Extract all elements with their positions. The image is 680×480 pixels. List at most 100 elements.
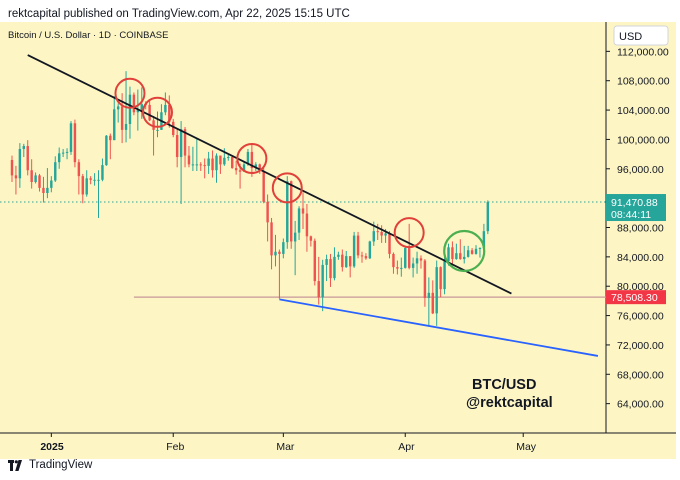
candle-body	[286, 181, 289, 243]
candle-body	[65, 151, 69, 153]
countdown-label: 08:44:11	[611, 209, 651, 221]
last-price-label: 91,470.88	[611, 197, 658, 209]
candle-body	[435, 267, 438, 314]
candle-body	[30, 170, 33, 182]
candle-body	[333, 256, 336, 279]
candle-body	[219, 155, 222, 165]
candle-body	[321, 264, 324, 298]
candle-body	[407, 248, 411, 268]
candle-body	[77, 162, 81, 177]
tradingview-logo[interactable]: TradingView	[8, 459, 92, 471]
candle-body	[14, 175, 18, 179]
time-axis[interactable]	[0, 433, 676, 459]
candle-body	[341, 254, 344, 268]
candle-body	[278, 251, 281, 254]
candle-body	[317, 281, 320, 298]
candle-body	[85, 178, 88, 195]
candle-body	[187, 155, 191, 165]
resistance-trendline	[27, 54, 512, 295]
candle-body	[215, 155, 218, 171]
resistance-touch-circle	[142, 96, 173, 128]
candle-body	[478, 248, 482, 250]
candle-body	[69, 123, 73, 152]
candle-body	[470, 250, 474, 254]
candle-body	[57, 153, 61, 163]
price-chart[interactable]: 64,000.0068,000.0072,000.0076,000.0080,0…	[0, 22, 680, 459]
candle-body	[415, 258, 419, 264]
candle-body	[207, 158, 210, 166]
publish-header: rektcapital published on TradingView.com…	[8, 8, 350, 20]
candle-body	[482, 231, 486, 249]
candle-body	[132, 94, 136, 113]
candle-body	[93, 179, 96, 181]
candle-body	[258, 164, 261, 171]
price-axis[interactable]	[606, 22, 676, 433]
candle-body	[22, 146, 26, 149]
candle-body	[34, 175, 37, 182]
candle-body	[97, 179, 100, 181]
time-tick-label: Mar	[276, 441, 295, 453]
last-price-box	[606, 194, 666, 222]
price-labels: 91,470.88 08:44:11 78,508.30	[606, 194, 666, 305]
candle-body	[179, 129, 183, 158]
candle-body	[124, 124, 128, 130]
candle-body	[172, 121, 175, 136]
grid-lines	[0, 22, 676, 437]
candle-body	[352, 235, 356, 267]
resistance-touch-circle	[393, 217, 425, 249]
candle-body	[191, 164, 195, 166]
time-tick-label: Feb	[166, 441, 184, 453]
candle-body	[364, 256, 368, 259]
candle-body	[419, 258, 423, 261]
candle-body	[297, 208, 301, 233]
candle-body	[466, 250, 470, 257]
candle-body	[128, 94, 132, 125]
tradingview-logo-icon	[8, 459, 22, 471]
candle-body	[313, 240, 317, 282]
candle-body	[246, 151, 250, 165]
candle-body	[270, 222, 273, 256]
resistance-touch-circle	[114, 77, 146, 109]
drawings	[27, 54, 599, 357]
candle-body	[459, 253, 462, 260]
level-price-label: 78,508.30	[611, 292, 658, 304]
candle-body	[309, 236, 313, 241]
candle-body	[305, 213, 309, 237]
time-tick-label: May	[516, 441, 537, 453]
candle-body	[10, 159, 14, 176]
candle-body	[89, 178, 92, 180]
candle-body	[376, 231, 379, 233]
candle-body	[120, 106, 124, 130]
price-tick-label: 104,000.00	[617, 105, 670, 117]
candle-body	[46, 187, 49, 194]
currency-button[interactable]	[613, 25, 669, 46]
candle-body	[230, 157, 234, 169]
candle-body	[203, 165, 206, 167]
candle-body	[234, 168, 238, 171]
time-tick-label: 2025	[40, 441, 64, 453]
candle-body	[443, 261, 446, 290]
candle-body	[152, 120, 155, 130]
breakout-circle	[443, 229, 486, 273]
candle-body	[463, 256, 466, 260]
candle-body	[474, 248, 478, 254]
candle-body	[18, 148, 22, 179]
candle-body	[50, 180, 53, 188]
candle-body	[183, 129, 187, 156]
candle-body	[113, 109, 116, 141]
candle-body	[329, 259, 332, 279]
symbol-title: Bitcoin / U.S. Dollar · 1D · COINBASE	[8, 30, 168, 41]
candle-body	[136, 110, 140, 113]
annotation-handle: @rektcapital	[466, 395, 553, 411]
candle-body	[81, 176, 85, 195]
price-tick-label: 84,000.00	[617, 252, 664, 264]
candle-body	[223, 157, 226, 165]
candle-body	[73, 123, 77, 163]
candle-body	[211, 158, 214, 171]
candle-body	[101, 165, 104, 180]
price-tick-label: 76,000.00	[617, 311, 664, 323]
price-tick-label: 112,000.00	[617, 46, 669, 58]
candle-body	[238, 170, 242, 172]
candle-body	[282, 242, 285, 254]
